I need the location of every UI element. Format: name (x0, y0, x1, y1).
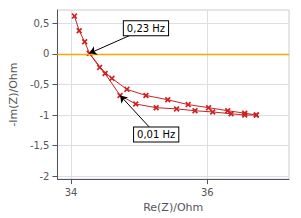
svg-text:-1,5: -1,5 (30, 140, 50, 151)
svg-text:0,01 Hz: 0,01 Hz (137, 129, 175, 140)
svg-text:-0,5: -0,5 (30, 79, 50, 90)
svg-text:0,5: 0,5 (34, 18, 50, 29)
svg-text:-1: -1 (39, 110, 49, 121)
svg-text:0,23 Hz: 0,23 Hz (127, 23, 165, 34)
svg-text:-2: -2 (39, 171, 49, 182)
svg-text:36: 36 (201, 187, 214, 198)
svg-text:0: 0 (43, 48, 49, 59)
svg-text:-Im(Z)/Ohm: -Im(Z)/Ohm (7, 62, 20, 126)
svg-text:Re(Z)/Ohm: Re(Z)/Ohm (143, 201, 203, 214)
svg-text:34: 34 (65, 187, 78, 198)
